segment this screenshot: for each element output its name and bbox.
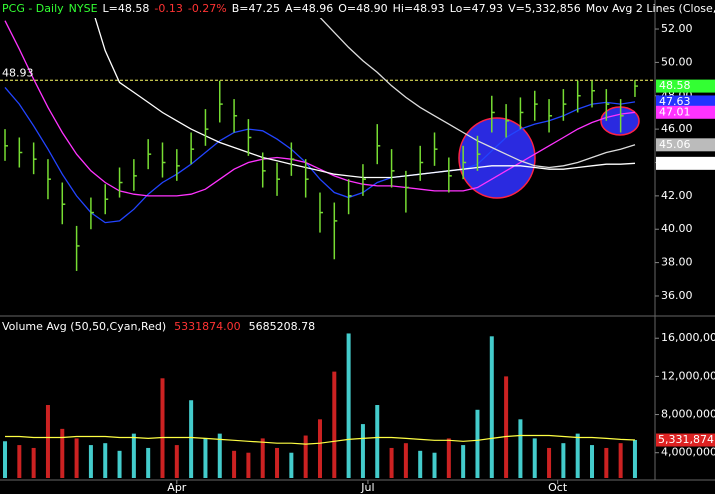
price-label-box bbox=[656, 138, 715, 152]
volume-bar bbox=[275, 447, 280, 478]
volume-bar bbox=[561, 443, 566, 478]
volume-bar bbox=[375, 405, 380, 478]
y-tick-label: 16,000,000 bbox=[661, 331, 715, 344]
header-field: NYSE bbox=[69, 2, 98, 15]
moving-average bbox=[4, 86, 636, 224]
volume-bar bbox=[632, 440, 637, 478]
volume-bar bbox=[518, 419, 523, 478]
volume-bar bbox=[489, 336, 494, 478]
volume-bar bbox=[160, 378, 165, 478]
volume-bar bbox=[604, 447, 609, 478]
price-label-box bbox=[656, 105, 715, 119]
volume-header-field: Volume Avg (50,50,Cyan,Red) bbox=[2, 320, 166, 333]
price-label: 43.95 bbox=[659, 156, 691, 169]
y-tick-label: 8,000,000 bbox=[661, 408, 715, 421]
price-panel bbox=[0, 18, 655, 271]
overlay: 36.0038.0040.0042.0044.0046.0048.0050.00… bbox=[2, 2, 715, 459]
volume-label: 5,331,874 bbox=[658, 433, 714, 446]
volume-bar bbox=[317, 419, 322, 478]
volume-bar bbox=[461, 445, 466, 478]
volume-bar bbox=[174, 445, 179, 478]
volume-bar bbox=[45, 405, 50, 478]
volume-bar bbox=[403, 443, 408, 478]
header-field: O=48.90 bbox=[338, 2, 387, 15]
header: PCG - Daily NYSE L=48.58 -0.13 -0.27% B=47.25… bbox=[2, 2, 715, 15]
volume-bar bbox=[432, 452, 437, 478]
volume-bar bbox=[60, 428, 65, 478]
volume-bar bbox=[575, 433, 580, 478]
volume-bar bbox=[117, 450, 122, 478]
moving-average bbox=[319, 18, 636, 169]
volume-bar bbox=[246, 452, 251, 478]
y-tick-label: 46.00 bbox=[661, 122, 693, 135]
reference-label: 48.93 bbox=[2, 66, 34, 79]
volume-bar bbox=[547, 447, 552, 478]
y-tick-label: 38.00 bbox=[661, 256, 693, 269]
volume-bar bbox=[189, 400, 194, 478]
header-field: -0.27% bbox=[188, 2, 227, 15]
y-tick-label: 52.00 bbox=[661, 22, 693, 35]
volume-header-field: 5331874.00 bbox=[174, 320, 240, 333]
volume-bar bbox=[418, 450, 423, 478]
price-label: 47.01 bbox=[659, 105, 691, 118]
volume-header: Volume Avg (50,50,Cyan,Red) 5331874.00 568… bbox=[2, 320, 315, 333]
volume-bar bbox=[389, 447, 394, 478]
header-field: Lo=47.93 bbox=[450, 2, 503, 15]
header-field: -0.13 bbox=[154, 2, 182, 15]
price-label: 48.58 bbox=[659, 79, 691, 92]
volume-bar bbox=[260, 438, 265, 478]
y-tick-label: 50.00 bbox=[661, 55, 693, 68]
volume-bar bbox=[146, 447, 151, 478]
price-label-box bbox=[656, 156, 715, 170]
volume-bar bbox=[203, 438, 208, 478]
volume-bar bbox=[618, 443, 623, 478]
y-tick-label: 12,000,000 bbox=[661, 369, 715, 382]
price-label: 47.63 bbox=[659, 95, 691, 108]
price-label-box bbox=[656, 95, 715, 109]
volume-bar bbox=[217, 433, 222, 478]
volume-bar bbox=[532, 438, 537, 478]
volume-bar bbox=[3, 441, 8, 478]
header-field: Mov Avg 2 Lines (Close,2 bbox=[586, 2, 715, 15]
volume-bar bbox=[303, 435, 308, 478]
volume-bar bbox=[131, 433, 136, 478]
header-field: B=47.25 bbox=[232, 2, 280, 15]
header-field: Hi=48.93 bbox=[393, 2, 445, 15]
y-tick-label: 4,000,000 bbox=[661, 446, 715, 459]
y-tick-label: 42.00 bbox=[661, 189, 693, 202]
volume-bar bbox=[31, 447, 36, 478]
y-tick-label: 40.00 bbox=[661, 222, 693, 235]
header-field: V=5,332,856 bbox=[508, 2, 581, 15]
volume-bar bbox=[332, 371, 337, 478]
volume-bar bbox=[446, 438, 451, 478]
header-field: A=48.96 bbox=[285, 2, 333, 15]
volume-bar bbox=[232, 450, 237, 478]
volume-average bbox=[5, 434, 636, 445]
price-label: 45.06 bbox=[659, 138, 691, 151]
volume-bar bbox=[88, 445, 93, 478]
x-tick-label: Jul bbox=[360, 481, 374, 494]
volume-bar bbox=[289, 452, 294, 478]
header-field: L=48.58 bbox=[103, 2, 150, 15]
volume-bar bbox=[360, 424, 365, 478]
moving-average bbox=[4, 20, 636, 197]
volume-bar bbox=[103, 443, 108, 478]
highlight-circle bbox=[458, 117, 536, 199]
x-tick-label: Apr bbox=[167, 481, 187, 494]
volume-header-field: 5685208.78 bbox=[249, 320, 315, 333]
price-label-box bbox=[656, 79, 715, 93]
volume-bar bbox=[590, 445, 595, 478]
volume-bar bbox=[17, 445, 22, 478]
volume-bar bbox=[475, 409, 480, 478]
volume-label-box bbox=[656, 433, 715, 447]
header-field: PCG - Daily bbox=[2, 2, 64, 15]
y-tick-label: 36.00 bbox=[661, 289, 693, 302]
volume-bar bbox=[346, 333, 351, 478]
volume-bar bbox=[504, 376, 509, 478]
x-tick-label: Oct bbox=[548, 481, 568, 494]
volume-bar bbox=[74, 438, 79, 478]
